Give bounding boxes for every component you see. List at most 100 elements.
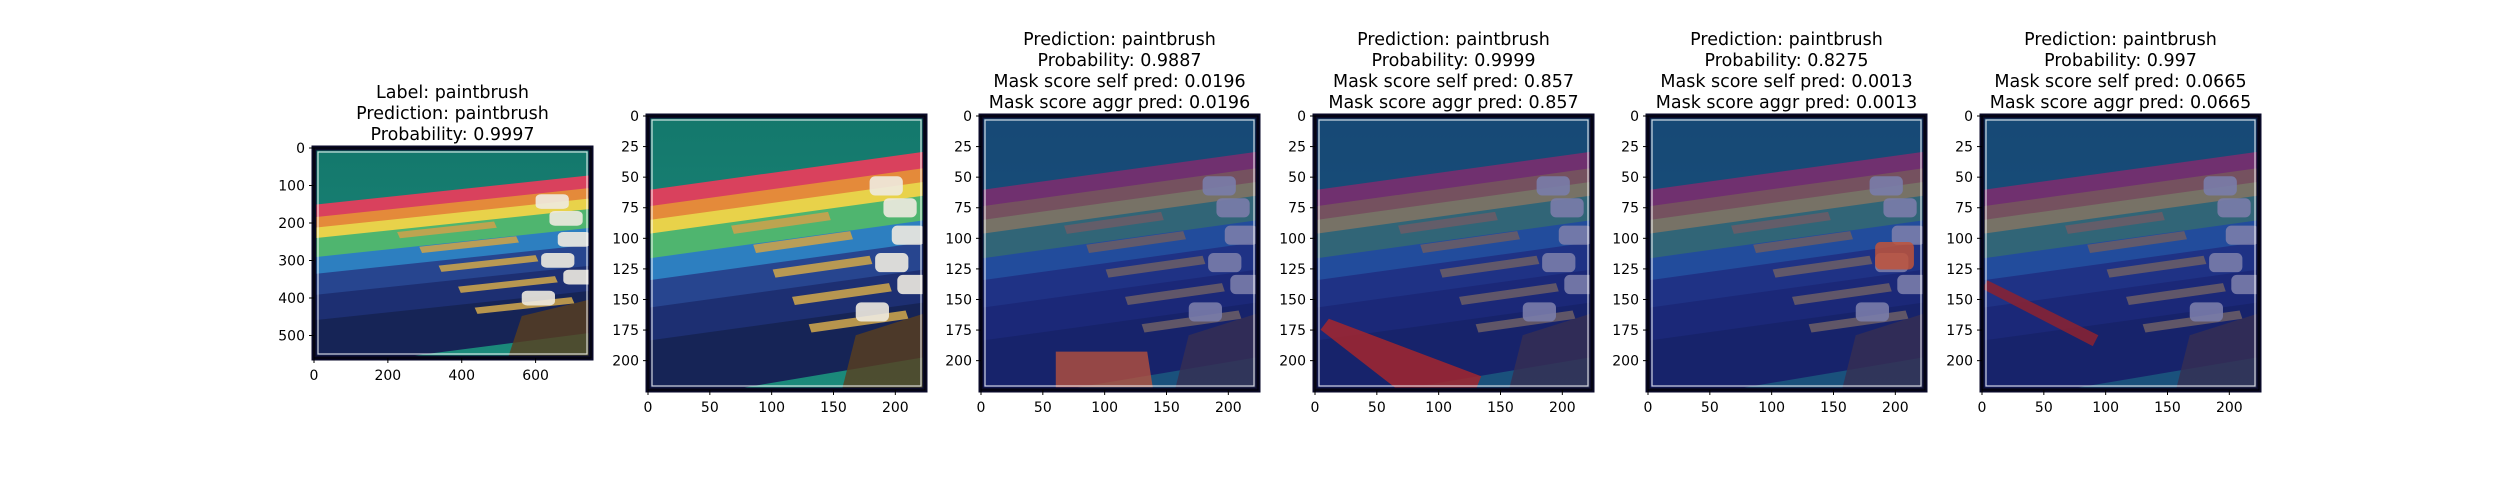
subplot-image	[1315, 116, 1592, 390]
subplot-title-line: Mask score self pred: 0.857	[1333, 72, 1574, 92]
subplot-image	[648, 116, 925, 390]
photo-ferrule	[438, 255, 539, 272]
photo-ferrule	[753, 231, 853, 253]
photo-brush-tip	[541, 253, 575, 268]
y-tick-label: 100	[1946, 231, 1973, 247]
photo-ferrule	[772, 255, 873, 278]
x-tick-label: 200	[2216, 400, 2243, 416]
subplot-title-line: Prediction: paintbrush	[2024, 30, 2217, 50]
subplot-2: 0 50 100 150 200 0 25 50 75 100 125 150 175 200	[612, 109, 928, 416]
y-tick-label: 175	[945, 323, 972, 339]
y-tick-label: 0	[1964, 109, 1973, 125]
y-tick-label: 125	[1946, 262, 1973, 278]
x-tick-label: 200	[882, 400, 909, 416]
y-tick-label: 400	[278, 291, 305, 307]
x-tick-label: 50	[701, 400, 719, 416]
y-tick-label: 50	[621, 170, 639, 186]
y-tick-label: 50	[954, 170, 972, 186]
subplot-image	[981, 116, 1258, 390]
subplot-title-line: Probability: 0.8275	[1705, 51, 1869, 71]
photo-ferrule	[419, 236, 519, 253]
photo-brush-tip	[897, 274, 925, 295]
subplot-image	[314, 148, 591, 358]
x-tick-label: 100	[758, 400, 785, 416]
y-tick-label: 50	[1621, 170, 1639, 186]
mask-highlight	[1055, 351, 1153, 388]
y-tick-label: 25	[1288, 140, 1306, 156]
x-tick-label: 50	[1034, 400, 1052, 416]
axes-spine	[313, 147, 592, 359]
y-tick-label: 25	[621, 140, 639, 156]
subplot-title-line: Mask score self pred: 0.0013	[1660, 72, 1912, 92]
x-tick-label: 0	[977, 400, 986, 416]
y-tick-label: 75	[954, 201, 972, 217]
mask-highlight	[1982, 280, 2099, 347]
y-tick-label: 50	[1288, 170, 1306, 186]
x-tick-label: 200	[1215, 400, 1242, 416]
y-tick-label: 200	[1279, 354, 1306, 370]
y-tick-label: 75	[1288, 201, 1306, 217]
photo-brush-tip	[563, 269, 591, 285]
y-tick-label: 175	[1946, 323, 1973, 339]
y-tick-label: 500	[278, 329, 305, 345]
y-tick-label: 25	[1621, 140, 1639, 156]
x-tick-label: 0	[1311, 400, 1320, 416]
y-tick-label: 150	[612, 292, 639, 308]
photo-brush-tip	[549, 211, 583, 226]
subplot-title-line: Prediction: paintbrush	[1023, 30, 1216, 50]
y-tick-label: 0	[296, 141, 305, 157]
subplot-title-line: Mask score self pred: 0.0196	[993, 72, 1245, 92]
y-tick-label: 200	[278, 216, 305, 232]
subplot-title-line: Mask score aggr pred: 0.0196	[989, 93, 1250, 113]
y-tick-label: 0	[630, 109, 639, 125]
subplot-title-line: Prediction: paintbrush	[1357, 30, 1550, 50]
y-tick-label: 175	[1279, 323, 1306, 339]
image-inner-frame	[1985, 119, 2256, 387]
subplot-image	[1982, 116, 2259, 390]
y-tick-label: 300	[278, 254, 305, 270]
photo-brush-tip	[869, 176, 903, 196]
x-tick-label: 200	[1549, 400, 1576, 416]
y-tick-label: 200	[1946, 354, 1973, 370]
axes-spine	[1981, 115, 2260, 391]
x-tick-label: 50	[1701, 400, 1719, 416]
photo-brush-tip	[535, 194, 569, 209]
subplot-image	[1648, 116, 1925, 390]
x-tick-label: 100	[1758, 400, 1785, 416]
y-tick-label: 75	[1621, 201, 1639, 217]
photo-brush-tip	[855, 302, 889, 322]
mask-highlight	[1320, 318, 1482, 390]
x-tick-label: 200	[1882, 400, 1909, 416]
y-tick-label: 125	[1612, 262, 1639, 278]
y-tick-label: 0	[963, 109, 972, 125]
subplot-title-line: Label: paintbrush	[376, 83, 529, 103]
x-tick-label: 150	[820, 400, 847, 416]
y-tick-label: 150	[945, 292, 972, 308]
image-inner-frame	[1651, 119, 1922, 387]
axes-spine	[980, 115, 1259, 391]
mask-overlay	[1982, 116, 2259, 390]
photo-brush-tip	[557, 232, 591, 247]
x-tick-label: 0	[644, 400, 653, 416]
x-tick-label: 0	[310, 368, 319, 384]
x-tick-label: 150	[1820, 400, 1847, 416]
subplot-title-line: Mask score aggr pred: 0.0665	[1990, 93, 2251, 113]
y-tick-label: 175	[1612, 323, 1639, 339]
y-tick-label: 75	[1955, 201, 1973, 217]
y-tick-label: 100	[1279, 231, 1306, 247]
y-tick-label: 200	[945, 354, 972, 370]
y-tick-label: 50	[1955, 170, 1973, 186]
mask-overlay	[981, 116, 1258, 390]
image-inner-frame	[1318, 119, 1589, 387]
y-tick-label: 125	[1279, 262, 1306, 278]
y-tick-label: 125	[612, 262, 639, 278]
photo-brush-tip	[875, 253, 909, 273]
y-tick-label: 25	[954, 140, 972, 156]
y-tick-label: 200	[612, 354, 639, 370]
y-tick-label: 25	[1955, 140, 1973, 156]
x-tick-label: 150	[1153, 400, 1180, 416]
